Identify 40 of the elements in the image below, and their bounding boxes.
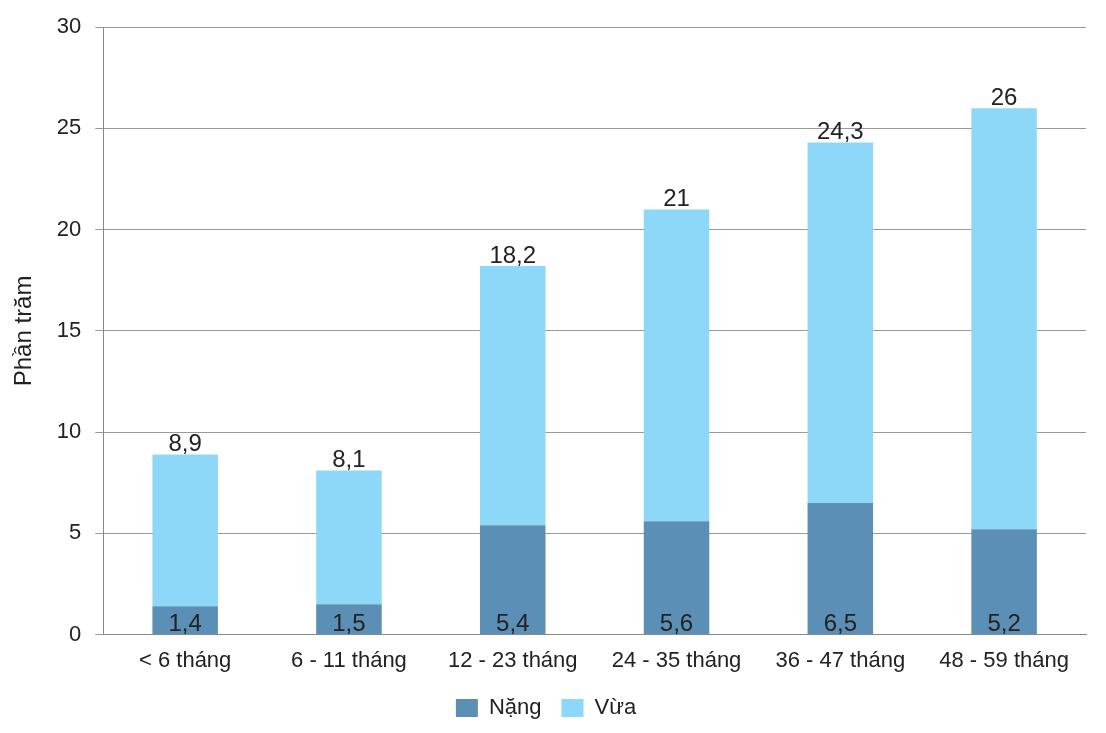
total-label: 26 (990, 82, 1018, 110)
total-label: 8,9 (168, 429, 202, 457)
x-tick-label: < 6 tháng (138, 646, 232, 672)
y-axis-title: Phần trăm (9, 275, 37, 387)
x-tick-label: 6 - 11 tháng (291, 646, 407, 672)
data-label: 1,5 (332, 608, 366, 636)
bar (807, 142, 874, 503)
data-label: 5,2 (987, 608, 1021, 636)
bar (316, 470, 382, 605)
y-tick-label: 10 (56, 418, 82, 444)
bar (643, 209, 710, 522)
x-tick-label: 48 - 59 tháng (939, 646, 1069, 672)
x-tick-label: 12 - 23 tháng (447, 646, 578, 672)
y-tick-label: 25 (56, 114, 82, 140)
data-label: 5,6 (659, 608, 694, 636)
data-label: 6,5 (823, 608, 858, 636)
bar (479, 525, 546, 635)
legend-label: Vừa (594, 694, 637, 720)
bar (316, 604, 382, 635)
x-tick-label: 36 - 47 tháng (775, 646, 906, 672)
total-label: 8,1 (332, 445, 366, 473)
bar (971, 529, 1037, 635)
bar (971, 108, 1037, 530)
bar (807, 503, 874, 635)
y-tick-label: 20 (56, 215, 82, 241)
bar (152, 454, 218, 607)
legend-label: Nặng (488, 694, 542, 720)
y-tick-label: 30 (56, 13, 82, 39)
x-tick-label: 24 - 35 tháng (611, 646, 742, 672)
bar (152, 606, 218, 635)
y-tick-label: 0 (69, 620, 82, 646)
y-tick-label: 5 (69, 519, 82, 545)
total-label: 18,2 (489, 240, 537, 268)
bar (479, 266, 546, 526)
bar (643, 521, 710, 635)
data-label: 1,4 (168, 608, 202, 636)
total-label: 21 (663, 184, 690, 212)
data-label: 5,4 (496, 608, 530, 636)
y-tick-label: 15 (56, 316, 82, 342)
total-label: 24,3 (816, 117, 864, 145)
